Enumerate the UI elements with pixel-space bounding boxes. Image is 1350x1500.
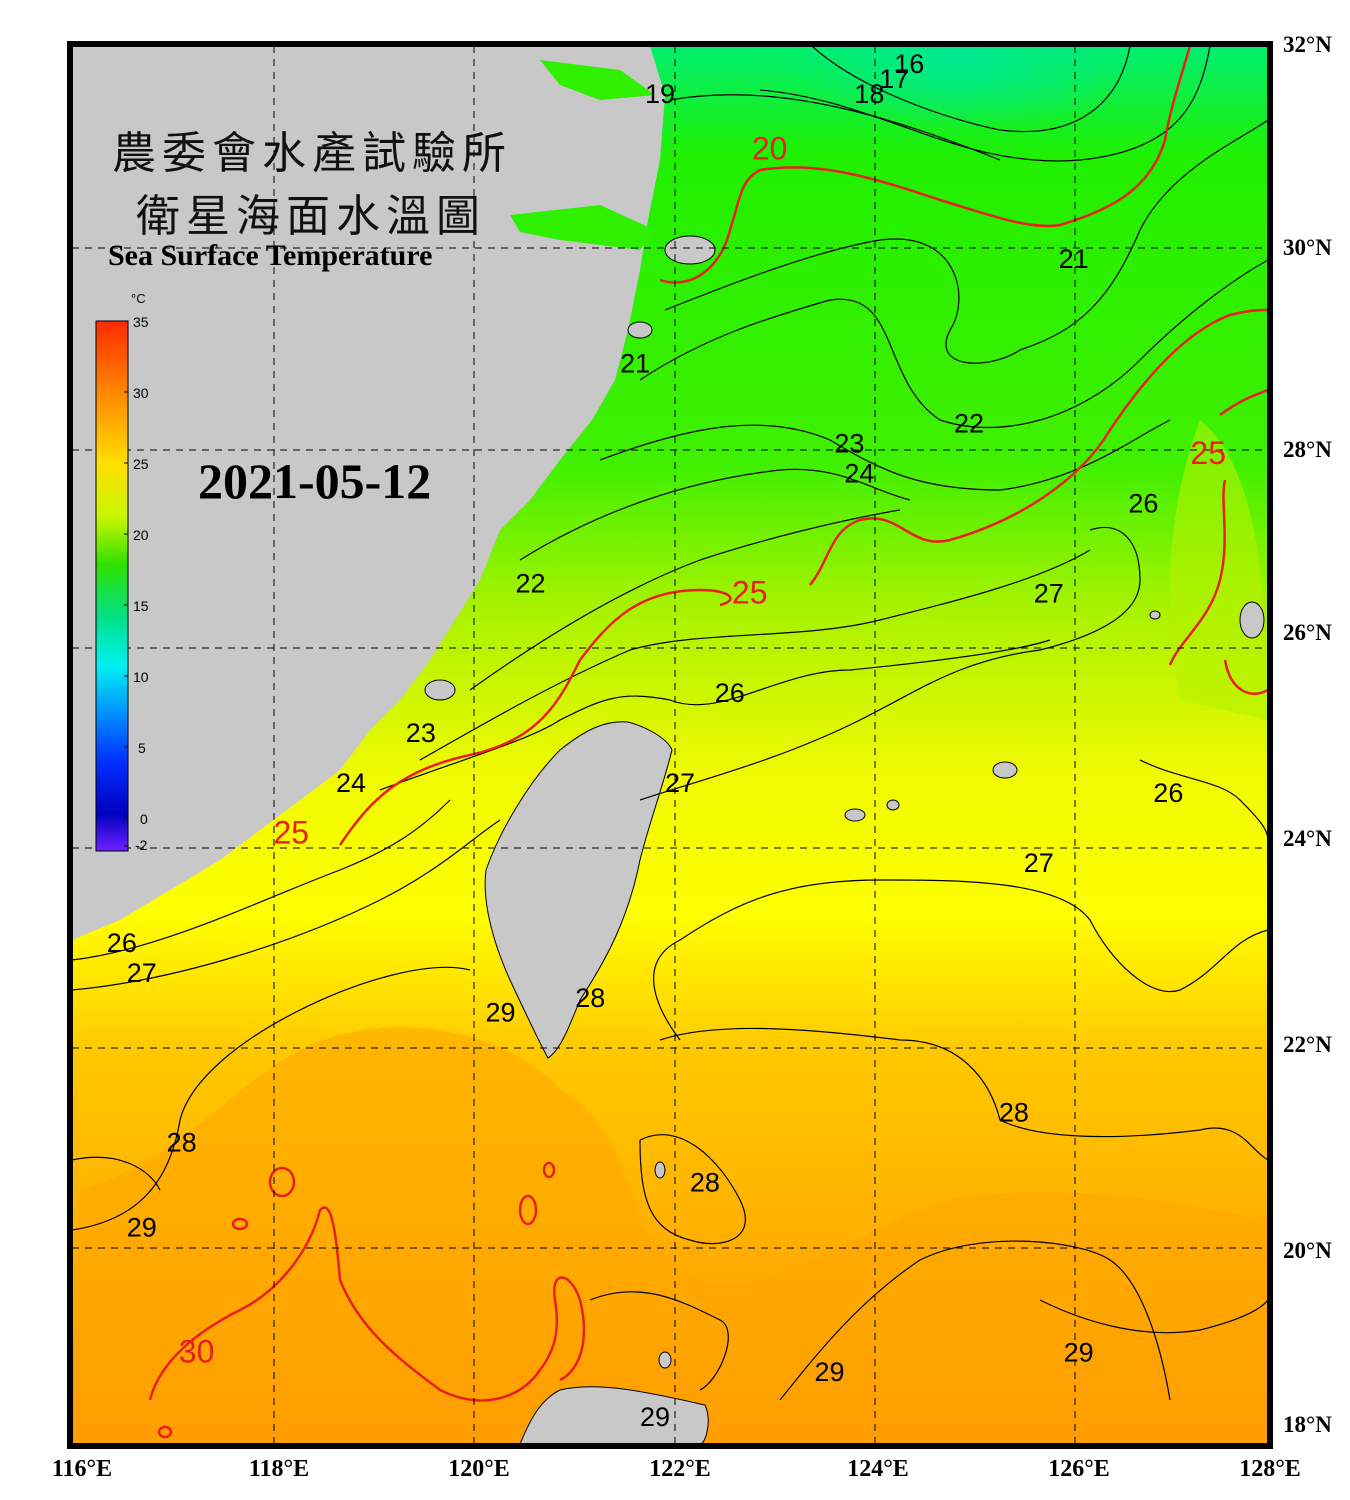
cold-water-patch [780, 46, 1140, 130]
isotherm-label: 18 [854, 79, 884, 109]
isotherm-label: 28 [690, 1167, 720, 1197]
isotherm-label: 28 [999, 1098, 1029, 1128]
title-english: Sea Surface Temperature [108, 239, 433, 272]
colorbar-label: 5 [138, 740, 146, 756]
yangtze-estuary [540, 60, 655, 100]
colorbar [95, 320, 129, 852]
isotherm-label: 25 [1190, 435, 1226, 471]
isotherm-label: 26 [715, 678, 745, 708]
colorbar-label: 15 [133, 598, 149, 614]
small-islands [424, 235, 1265, 1369]
isotherm-label: 29 [814, 1357, 844, 1387]
latitude-label: 18°N [1283, 1412, 1332, 1437]
map-frame [67, 41, 1273, 1449]
isotherm-label: 21 [620, 349, 650, 379]
isotherm-label: 16 [894, 49, 924, 79]
hangzhou-bay [510, 205, 655, 250]
colorbar-label: 35 [133, 314, 149, 330]
cool-tongue [1169, 420, 1268, 720]
colorbar-label: 25 [133, 456, 149, 472]
isotherm-label: 26 [1153, 778, 1183, 808]
latitude-label: 20°N [1283, 1238, 1332, 1263]
longitude-label: 122°E [649, 1456, 711, 1482]
isotherm-label: 27 [665, 768, 695, 798]
isotherm-label: 24 [336, 768, 366, 798]
isotherm-label: 28 [167, 1128, 197, 1158]
china-mainland [72, 46, 665, 940]
graticule [72, 46, 1268, 1444]
isotherm-label: 29 [127, 1212, 157, 1242]
isotherm-label: 23 [406, 718, 436, 748]
isotherm-label: 26 [107, 928, 137, 958]
isotherm-label: 24 [844, 459, 874, 489]
longitude-label: 126°E [1048, 1456, 1110, 1482]
longitude-label: 118°E [248, 1456, 310, 1482]
isotherm-label: 28 [575, 983, 605, 1013]
colorbar-label: -2 [135, 837, 148, 853]
latitude-label: 22°N [1283, 1032, 1332, 1057]
latitude-label: 28°N [1283, 437, 1332, 462]
isotherm-label: 23 [834, 429, 864, 459]
latitude-label: 26°N [1283, 620, 1332, 645]
colorbar-label: 20 [133, 527, 149, 543]
longitude-label: 124°E [847, 1456, 909, 1482]
isotherms-red [148, 46, 1268, 1439]
colorbar-ticks [124, 320, 128, 847]
isotherm-label: 29 [486, 998, 516, 1028]
isotherm-label: 21 [1059, 244, 1089, 274]
latitude-label: 30°N [1283, 235, 1332, 260]
colorbar-label: 30 [133, 385, 149, 401]
warm-water-region [72, 1027, 1268, 1444]
taiwan-island [484, 721, 673, 1059]
latitude-label: 24°N [1283, 826, 1332, 851]
latitude-label: 32°N [1283, 32, 1332, 57]
colorbar-label: 0 [140, 811, 148, 827]
luzon-island [519, 1386, 709, 1444]
isotherm-label: 25 [273, 814, 309, 850]
isotherm-label: 25 [732, 575, 768, 611]
longitude-label: 128°E [1239, 1456, 1301, 1482]
map-date: 2021-05-12 [198, 453, 432, 509]
colorbar-label: 10 [133, 669, 149, 685]
isotherm-label: 29 [1064, 1337, 1094, 1367]
isotherm-label: 30 [179, 1334, 215, 1370]
isotherm-label: 27 [1024, 848, 1054, 878]
longitude-label: 116°E [51, 1456, 113, 1482]
isotherms-black [72, 46, 1268, 1401]
title-line1: 農委會水產試驗所 [112, 128, 512, 179]
isotherm-label: 27 [127, 958, 157, 988]
isotherm-label: 22 [954, 409, 984, 439]
title-line2: 衛星海面水溫圖 [136, 191, 486, 242]
isotherm-label: 19 [645, 79, 675, 109]
isotherm-label: 20 [752, 130, 788, 166]
isotherm-label: 29 [640, 1402, 670, 1432]
isotherm-label: 17 [879, 64, 909, 94]
isotherm-label: 22 [515, 568, 545, 598]
isotherm-label: 26 [1128, 488, 1158, 518]
longitude-label: 120°E [448, 1456, 510, 1482]
colorbar-unit: °C [131, 291, 146, 306]
isotherm-label: 27 [1034, 578, 1064, 608]
